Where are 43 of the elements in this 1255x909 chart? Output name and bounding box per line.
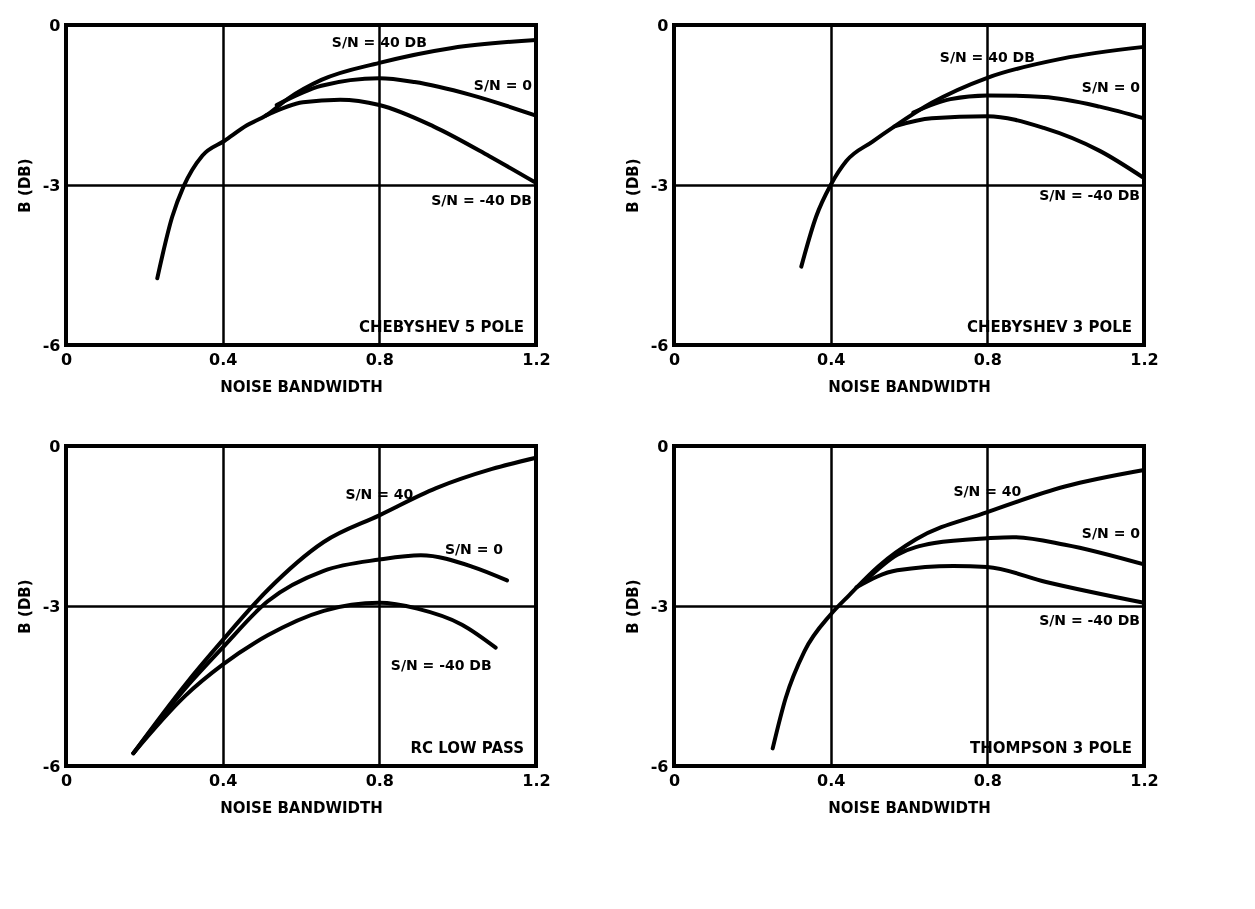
series-label: S/N = 40 DB (939, 48, 1035, 65)
x-axis-title: NOISE BANDWIDTH (828, 798, 991, 817)
y-tick-label: 0 (49, 15, 61, 35)
series-label: S/N = 0 (473, 76, 533, 93)
y-axis-title: B (DB) (623, 158, 642, 213)
y-tick-label: -3 (42, 175, 61, 195)
y-tick-label: 0 (657, 436, 669, 456)
y-tick-label: -3 (42, 596, 61, 616)
series-label: S/N = 0 (1081, 525, 1141, 542)
x-tick-label: 1.2 (522, 349, 551, 369)
y-tick-label: -3 (650, 175, 669, 195)
x-axis-title: NOISE BANDWIDTH (220, 377, 383, 396)
y-axis-title: B (DB) (623, 579, 642, 634)
x-tick-label: 0.4 (208, 770, 238, 790)
series-label: S/N = -40 DB (431, 191, 532, 208)
x-tick-label: 0.8 (973, 770, 1003, 790)
y-tick-label: 0 (49, 436, 61, 456)
x-tick-label: 0.4 (208, 349, 238, 369)
annotation: RC LOW PASS (410, 739, 524, 757)
x-tick-label: 1.2 (1130, 349, 1159, 369)
x-tick-label: 0.4 (816, 770, 846, 790)
x-axis-title: NOISE BANDWIDTH (220, 798, 383, 817)
x-tick-label: 0.8 (365, 770, 395, 790)
x-tick-label: 1.2 (522, 770, 551, 790)
x-tick-label: 1.2 (1130, 770, 1159, 790)
y-tick-label: -6 (650, 335, 669, 355)
series-label: S/N = 40 DB (331, 33, 427, 50)
y-axis-title: B (DB) (15, 158, 34, 213)
series-label: S/N = 0 (444, 541, 504, 558)
x-tick-label: 0.4 (816, 349, 846, 369)
series-label: S/N = -40 DB (390, 656, 492, 673)
y-axis-title: B (DB) (15, 579, 34, 634)
x-axis-title: NOISE BANDWIDTH (828, 377, 991, 396)
y-tick-label: -3 (650, 596, 669, 616)
y-tick-label: -6 (42, 756, 61, 776)
y-tick-label: -6 (650, 756, 669, 776)
x-tick-label: 0.8 (973, 349, 1003, 369)
series-label: S/N = -40 DB (1039, 187, 1140, 204)
y-tick-label: -6 (42, 335, 61, 355)
series-label: S/N = -40 DB (1039, 611, 1140, 628)
x-tick-label: 0.8 (365, 349, 395, 369)
series-label: S/N = 0 (1081, 79, 1141, 96)
y-tick-label: 0 (657, 15, 669, 35)
